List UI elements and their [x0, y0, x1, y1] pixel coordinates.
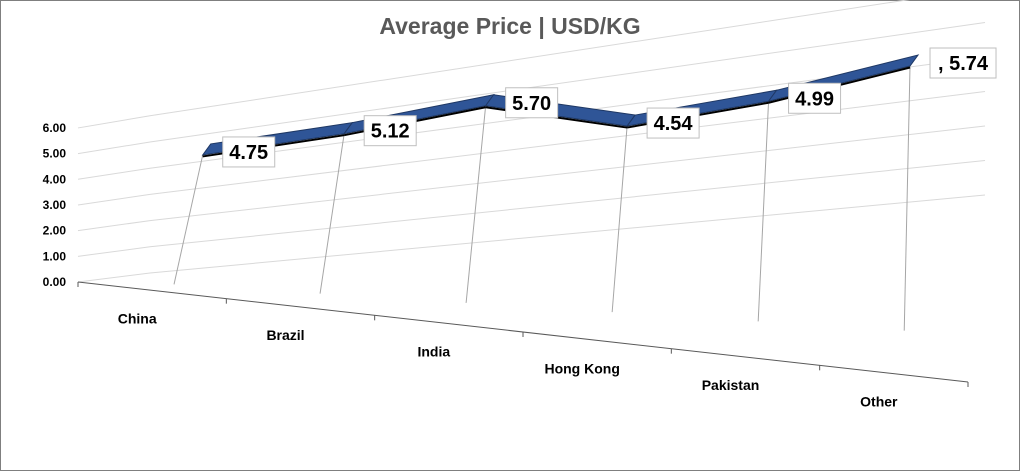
gridline-side	[77, 193, 151, 206]
gridline	[149, 125, 986, 222]
data-label-text: 5.70	[512, 93, 551, 115]
data-label-box	[505, 87, 559, 119]
gridline-side	[77, 246, 151, 257]
data-label: 4.54	[646, 107, 700, 139]
gridline-side	[77, 272, 151, 283]
gridline-side	[77, 115, 151, 129]
data-label-text: 4.99	[795, 88, 834, 110]
y-tick-label: 3.00	[43, 198, 67, 212]
y-tick-label: 5.00	[43, 147, 67, 161]
data-label: 5.12	[363, 115, 417, 147]
data-label-box	[788, 82, 842, 114]
data-label-box	[929, 47, 997, 79]
drop-line	[173, 154, 204, 285]
gridline	[149, 194, 986, 274]
data-label-text: 4.75	[229, 142, 268, 164]
axes	[77, 281, 969, 387]
data-label-box	[222, 136, 276, 168]
data-label: 4.75	[222, 136, 276, 168]
y-tick-label: 0.00	[43, 275, 67, 289]
drop-line	[465, 105, 487, 303]
gridline-side	[77, 220, 151, 232]
gridline-side	[77, 141, 151, 155]
data-label-text: , 5.74	[938, 53, 989, 75]
drop-line	[903, 65, 911, 331]
data-label-text: 5.12	[371, 121, 410, 143]
data-label-box	[363, 115, 417, 147]
y-tick-label: 4.00	[43, 172, 67, 186]
gridline-side	[77, 167, 151, 180]
gridlines	[77, 0, 986, 283]
category-label: China	[118, 310, 157, 326]
data-label-text: 4.54	[654, 113, 694, 135]
y-tick-label: 2.00	[43, 224, 67, 238]
gridline	[149, 0, 910, 117]
drop-line	[757, 101, 770, 322]
gridline	[149, 91, 986, 195]
category-label: Other	[860, 394, 898, 410]
data-label: , 5.74	[929, 47, 997, 79]
drop-line	[611, 126, 628, 313]
category-label: Hong Kong	[544, 360, 619, 376]
y-tick-label: 1.00	[43, 249, 67, 263]
data-label: 4.99	[788, 82, 842, 114]
data-labels: 4.75 5.12 5.70 4.54 4.99 , 5.74	[222, 47, 997, 168]
data-label: 5.70	[505, 87, 559, 119]
gridline	[149, 160, 986, 248]
x-axis-categories: China Brazil India Hong Kong Pakistan Other	[118, 310, 898, 409]
category-label: India	[417, 344, 450, 360]
y-tick-label: 6.00	[43, 121, 67, 135]
gridline	[149, 22, 986, 143]
data-label-box	[646, 107, 700, 139]
drop-lines	[173, 65, 911, 331]
category-label: Pakistan	[702, 377, 760, 393]
category-label: Brazil	[266, 327, 304, 343]
y-axis-ticks: 0.00 1.00 2.00 3.00 4.00 5.00 6.00	[43, 121, 67, 289]
chart-title: Average Price | USD/KG	[379, 13, 641, 39]
drop-line	[319, 133, 345, 294]
